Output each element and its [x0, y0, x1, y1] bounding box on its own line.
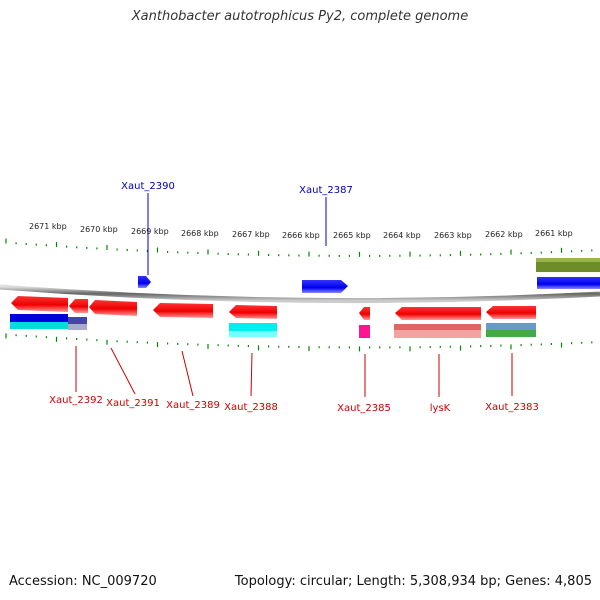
scale-label: 2666 kbp [282, 231, 320, 240]
gene-arrow[interactable] [69, 299, 88, 313]
label-leader [250, 352, 253, 397]
gene-arrow[interactable] [486, 306, 536, 319]
scale-label: 2662 kbp [485, 230, 523, 239]
gene-block[interactable] [10, 322, 68, 329]
gene-arrow[interactable] [302, 280, 348, 293]
gene-block[interactable] [394, 324, 481, 330]
forward-gene-labels: Xaut_2390 Xaut_2387 [121, 181, 353, 275]
gene-arrow[interactable] [11, 296, 68, 312]
gene-label[interactable]: Xaut_2387 [299, 185, 353, 196]
gene-label[interactable]: Xaut_2388 [224, 402, 278, 413]
gene-block[interactable] [486, 323, 536, 330]
accession-text: Accession: NC_009720 [9, 574, 157, 589]
gene-arrow[interactable] [89, 300, 137, 316]
gene-label[interactable]: Xaut_2391 [106, 398, 160, 409]
gene-block[interactable] [486, 330, 536, 337]
gene-block[interactable] [68, 324, 87, 330]
gene-label[interactable]: lysK [430, 403, 451, 414]
gene-label[interactable]: Xaut_2390 [121, 181, 175, 192]
gene-block[interactable] [229, 331, 277, 337]
label-leader [110, 347, 136, 395]
scale-label: 2670 kbp [80, 225, 118, 234]
gene-block[interactable] [229, 323, 277, 331]
gene-block[interactable] [10, 314, 68, 322]
gene-arrow[interactable] [395, 307, 481, 320]
gene-arrow[interactable] [229, 305, 277, 319]
gene-block[interactable] [536, 258, 600, 262]
scale-labels: 2671 kbp 2670 kbp 2669 kbp 2668 kbp 2667… [29, 222, 573, 240]
scale-label: 2663 kbp [434, 231, 472, 240]
genome-backbone [0, 284, 600, 304]
lower-tick-row [5, 333, 593, 352]
reverse-gene-labels: Xaut_2392 Xaut_2391 Xaut_2389 Xaut_2388 … [49, 346, 539, 414]
gene-block[interactable] [68, 317, 87, 324]
gene-block[interactable] [394, 330, 481, 338]
forward-strand-genes [138, 258, 600, 293]
gene-block[interactable] [359, 325, 370, 338]
reverse-strand-genes [10, 296, 536, 338]
scale-label: 2671 kbp [29, 222, 67, 231]
gene-label[interactable]: Xaut_2383 [485, 402, 539, 413]
gene-label[interactable]: Xaut_2385 [337, 403, 391, 414]
upper-tick-row [5, 238, 593, 257]
scale-label: 2665 kbp [333, 231, 371, 240]
gene-arrow[interactable] [153, 303, 213, 318]
genome-title: Xanthobacter autotrophicus Py2, complete… [131, 9, 469, 24]
gene-label[interactable]: Xaut_2392 [49, 395, 103, 406]
scale-label: 2668 kbp [181, 229, 219, 238]
gene-arrow[interactable] [359, 307, 370, 320]
genome-summary: Topology: circular; Length: 5,308,934 bp… [234, 574, 592, 589]
gene-label[interactable]: Xaut_2389 [166, 400, 220, 411]
scale-label: 2664 kbp [383, 231, 421, 240]
scale-label: 2669 kbp [131, 227, 169, 236]
scale-label: 2661 kbp [535, 229, 573, 238]
scale-label: 2667 kbp [232, 230, 270, 239]
gene-arrow[interactable] [138, 276, 151, 288]
gene-block[interactable] [537, 277, 600, 289]
label-leader [181, 350, 194, 397]
